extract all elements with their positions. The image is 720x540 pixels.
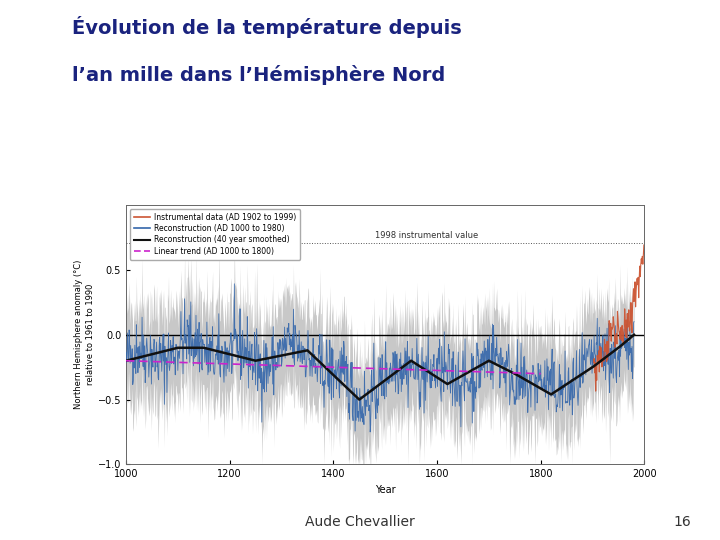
- Text: 16: 16: [673, 515, 691, 529]
- Text: Évolution de la température depuis: Évolution de la température depuis: [72, 16, 462, 38]
- Text: 1998 instrumental value: 1998 instrumental value: [375, 231, 478, 240]
- Y-axis label: Northern Hemisphere anomaly (°C)
relative to 1961 to 1990: Northern Hemisphere anomaly (°C) relativ…: [74, 260, 95, 409]
- X-axis label: Year: Year: [375, 485, 395, 495]
- Legend: Instrumental data (AD 1902 to 1999), Reconstruction (AD 1000 to 1980), Reconstru: Instrumental data (AD 1902 to 1999), Rec…: [130, 209, 300, 260]
- Text: Aude Chevallier: Aude Chevallier: [305, 515, 415, 529]
- Text: l’an mille dans l’Hémisphère Nord: l’an mille dans l’Hémisphère Nord: [72, 65, 445, 85]
